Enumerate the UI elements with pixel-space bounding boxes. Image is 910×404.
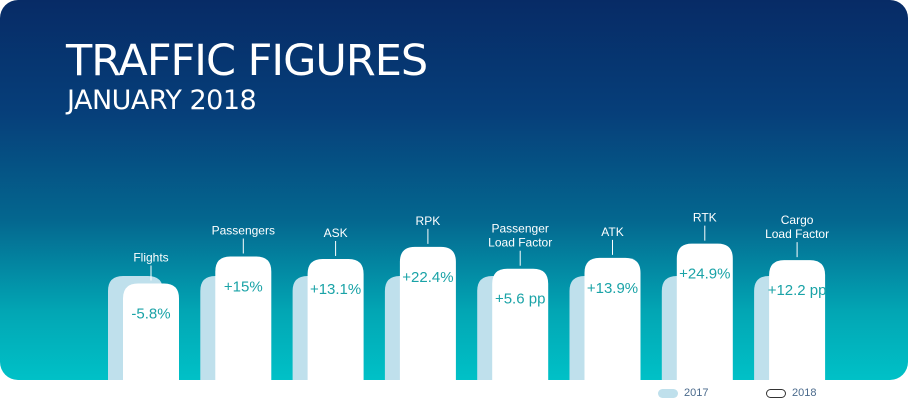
value-label: +12.2 pp: [768, 282, 827, 299]
bar-2018: [307, 258, 364, 380]
bar-2018: [492, 268, 549, 380]
value-label: +24.9%: [679, 266, 730, 283]
bar-group: +13.9% ATK: [569, 225, 641, 380]
value-label: +22.4%: [402, 269, 453, 286]
bar-group: +24.9% RTK: [661, 211, 733, 380]
category-label: ASK: [324, 226, 348, 240]
traffic-figures-card: TRAFFIC FIGURES JANUARY 2018 -5.8% Flight…: [0, 0, 908, 380]
bar-group: +15% Passengers: [200, 224, 275, 380]
value-label: +13.9%: [587, 280, 638, 297]
value-label: +5.6 pp: [495, 291, 545, 308]
category-label: Passengers: [212, 224, 275, 238]
page-title: TRAFFIC FIGURES: [66, 36, 428, 86]
bar-2018: [399, 246, 456, 380]
value-label: -5.8%: [131, 306, 170, 323]
bar-group: +22.4% RPK: [384, 214, 456, 380]
category-label: Load Factor: [488, 236, 552, 250]
bar-2018: [676, 243, 733, 380]
legend-item-2018: 2018: [766, 387, 816, 399]
category-label: Cargo: [781, 213, 814, 227]
category-label: RTK: [693, 211, 717, 225]
category-label: ATK: [601, 225, 623, 239]
legend-swatch-2018: [766, 388, 786, 398]
bar-group: +13.1% ASK: [292, 226, 364, 380]
bar-group: -5.8% Flights: [108, 251, 179, 380]
category-label: RPK: [416, 214, 441, 228]
page-subtitle: JANUARY 2018: [67, 85, 257, 116]
legend-label-2017: 2017: [684, 387, 709, 399]
category-label: Passenger: [492, 222, 549, 236]
value-label: +15%: [224, 279, 263, 296]
category-label: Load Factor: [765, 227, 829, 241]
category-label: Flights: [133, 251, 168, 265]
legend-swatch-2017: [658, 388, 678, 398]
legend-item-2017: 2017: [658, 387, 708, 399]
bar-2018: [584, 257, 641, 380]
value-label: +13.1%: [310, 281, 361, 298]
bar-2018: [215, 256, 272, 380]
bar-chart: -5.8% Flights +15% Passengers +13.1% ASK +22.4…: [108, 211, 829, 380]
legend-label-2018: 2018: [792, 387, 817, 399]
bar-2018: [769, 260, 826, 380]
bar-2018: [123, 283, 179, 380]
